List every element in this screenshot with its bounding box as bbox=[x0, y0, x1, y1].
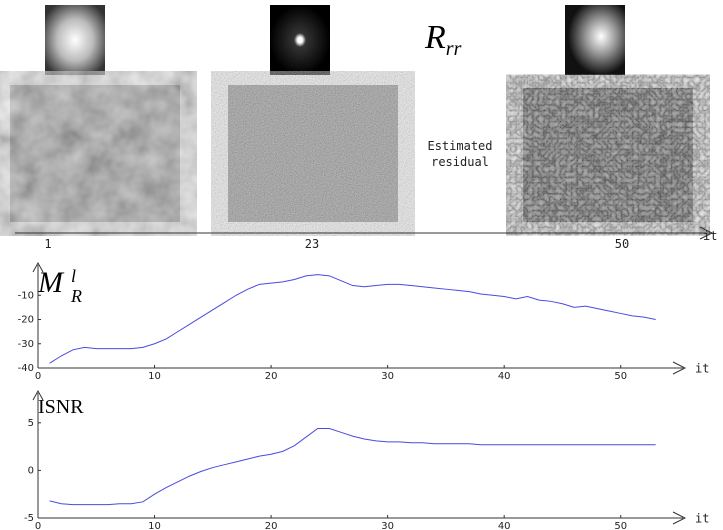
x-tick-label: 10 bbox=[148, 371, 161, 382]
kernel-image bbox=[270, 5, 330, 75]
x-tick-label: 0 bbox=[35, 521, 41, 530]
y-tick-label: 5 bbox=[28, 418, 34, 429]
timeline-axis-label: it bbox=[703, 229, 717, 243]
kernel-label-sub: rr bbox=[446, 38, 462, 60]
y-tick-label: -5 bbox=[24, 513, 34, 524]
y-tick-label: -10 bbox=[18, 290, 34, 301]
residual-label: residual bbox=[431, 155, 489, 169]
title-sup: l bbox=[71, 266, 76, 286]
x-tick-label: 0 bbox=[35, 371, 41, 382]
kernel-label-main: R bbox=[424, 19, 446, 56]
x-tick-label: 50 bbox=[614, 521, 627, 530]
chart-title: ISNR bbox=[38, 396, 84, 418]
y-tick-label: -20 bbox=[18, 315, 34, 326]
x-axis-label: it bbox=[695, 362, 709, 376]
y-tick-label: -40 bbox=[18, 363, 34, 374]
data-line bbox=[50, 429, 656, 505]
title-main: M bbox=[37, 266, 65, 299]
kernel-image bbox=[565, 5, 625, 75]
x-tick-label: 40 bbox=[498, 371, 511, 382]
data-line bbox=[50, 275, 656, 364]
y-tick-label: 0 bbox=[28, 465, 34, 476]
x-tick-label: 30 bbox=[381, 521, 394, 530]
timeline-label: 23 bbox=[305, 237, 319, 251]
x-tick-label: 30 bbox=[381, 371, 394, 382]
x-tick-label: 50 bbox=[614, 371, 627, 382]
kernel-label: Rrr bbox=[424, 19, 462, 60]
figure: Rrr Estimated residual it 1 23 50 it0102… bbox=[0, 0, 723, 530]
image-residual-50 bbox=[523, 88, 693, 222]
x-tick-label: 40 bbox=[498, 521, 511, 530]
image-residual bbox=[228, 85, 398, 222]
residual-label: Estimated bbox=[427, 139, 492, 153]
image-lena bbox=[10, 85, 180, 222]
timeline-label: 1 bbox=[44, 237, 51, 251]
x-tick-label: 20 bbox=[265, 371, 278, 382]
timeline-label: 50 bbox=[615, 237, 629, 251]
x-tick-label: 20 bbox=[265, 521, 278, 530]
title-main: ISNR bbox=[38, 396, 84, 418]
title-sub: R bbox=[70, 286, 82, 306]
kernel-image bbox=[45, 5, 105, 75]
x-tick-label: 10 bbox=[148, 521, 161, 530]
y-tick-label: -30 bbox=[18, 339, 34, 350]
x-axis-label: it bbox=[695, 512, 709, 526]
